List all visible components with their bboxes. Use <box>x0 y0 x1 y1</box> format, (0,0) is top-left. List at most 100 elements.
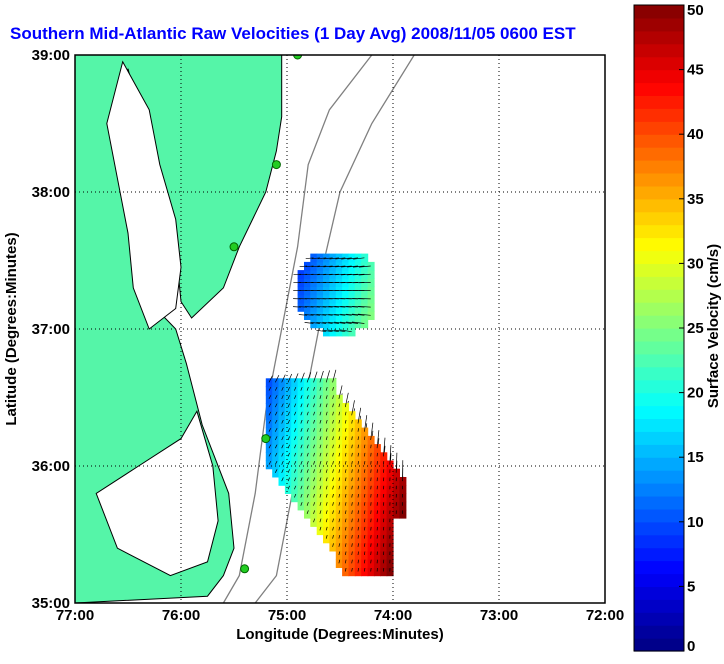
velocity-cell <box>279 452 286 461</box>
velocity-cell <box>323 411 330 420</box>
velocity-cell <box>310 502 317 511</box>
velocity-cell <box>317 411 324 420</box>
colorbar-segment <box>634 18 684 32</box>
colorbar-segment <box>634 586 684 600</box>
velocity-cell <box>285 411 292 420</box>
velocity-cell <box>399 493 406 502</box>
x-tick-label: 73:00 <box>480 607 518 624</box>
colorbar-segment <box>634 44 684 58</box>
velocity-cell <box>279 395 286 404</box>
velocity-cell <box>317 485 324 494</box>
velocity-cell <box>304 452 311 461</box>
colorbar-segment <box>634 393 684 407</box>
velocity-cell <box>399 485 406 494</box>
velocity-cell <box>304 403 311 412</box>
colorbar-tick-label: 0 <box>687 638 695 655</box>
velocity-cell <box>291 469 298 478</box>
velocity-cell <box>298 502 305 511</box>
velocity-cell <box>304 477 311 486</box>
velocity-cell <box>323 493 330 502</box>
colorbar-segment <box>634 470 684 484</box>
velocity-cell <box>329 303 336 312</box>
velocity-cell <box>291 444 298 453</box>
velocity-cell <box>310 378 317 387</box>
velocity-cell <box>266 403 273 412</box>
colorbar-segment <box>634 186 684 200</box>
colorbar-tick-label: 40 <box>687 126 704 143</box>
velocity-cell <box>291 436 298 445</box>
velocity-cell <box>279 428 286 437</box>
colorbar-segment <box>634 31 684 45</box>
velocity-cell <box>329 428 336 437</box>
velocity-cell <box>342 303 349 312</box>
velocity-cell <box>399 477 406 486</box>
velocity-cell <box>266 452 273 461</box>
velocity-cell <box>310 469 317 478</box>
velocity-cell <box>279 403 286 412</box>
velocity-cell <box>329 461 336 470</box>
colorbar-segment <box>634 367 684 381</box>
velocity-cell <box>266 461 273 470</box>
velocity-cell <box>291 493 298 502</box>
colorbar-tick-label: 45 <box>687 62 704 79</box>
velocity-cell <box>329 419 336 428</box>
velocity-cell <box>285 477 292 486</box>
velocity-cell <box>291 461 298 470</box>
velocity-cell <box>291 428 298 437</box>
velocity-cell <box>285 387 292 396</box>
colorbar-segment <box>634 406 684 420</box>
velocity-cell <box>298 303 305 312</box>
colorbar-tick-label: 30 <box>687 255 704 272</box>
velocity-cell <box>304 461 311 470</box>
velocity-cell <box>266 419 273 428</box>
colorbar-segment <box>634 599 684 613</box>
y-tick-label: 37:00 <box>32 321 70 338</box>
velocity-cell <box>272 469 279 478</box>
velocity-cell <box>285 469 292 478</box>
velocity-cell <box>304 436 311 445</box>
velocity-cell <box>342 311 349 320</box>
x-axis-label: Longitude (Degrees:Minutes) <box>236 626 444 643</box>
velocity-cell <box>323 469 330 478</box>
colorbar-segment <box>634 225 684 239</box>
colorbar-segment <box>634 548 684 562</box>
velocity-cell <box>291 411 298 420</box>
velocity-cell <box>310 461 317 470</box>
y-tick-label: 39:00 <box>32 47 70 64</box>
velocity-cell <box>272 461 279 470</box>
hf-radar-station <box>262 435 270 443</box>
velocity-cell <box>304 485 311 494</box>
colorbar-segment <box>634 315 684 329</box>
velocity-cell <box>355 303 362 312</box>
velocity-cell <box>329 395 336 404</box>
velocity-cell <box>329 452 336 461</box>
velocity-cell <box>317 436 324 445</box>
velocity-cell <box>285 395 292 404</box>
velocity-cell <box>310 395 317 404</box>
colorbar-segment <box>634 444 684 458</box>
velocity-cell <box>304 510 311 519</box>
velocity-cell <box>399 502 406 511</box>
velocity-cell <box>310 444 317 453</box>
velocity-cell <box>279 411 286 420</box>
hf-radar-station <box>272 161 280 169</box>
velocity-cell <box>304 378 311 387</box>
colorbar-tick-label: 5 <box>687 578 695 595</box>
velocity-cell <box>298 428 305 437</box>
velocity-cell <box>304 387 311 396</box>
colorbar-segment <box>634 83 684 97</box>
colorbar-tick-label: 25 <box>687 320 704 337</box>
colorbar-segment <box>634 160 684 174</box>
colorbar-segment <box>634 173 684 187</box>
colorbar-segment <box>634 147 684 161</box>
velocity-cell <box>285 461 292 470</box>
x-tick-label: 72:00 <box>586 607 624 624</box>
velocity-cell <box>342 319 349 328</box>
colorbar-segment <box>634 457 684 471</box>
velocity-cell <box>304 502 311 511</box>
velocity-cell <box>298 477 305 486</box>
velocity-cell <box>317 452 324 461</box>
velocity-cell <box>310 387 317 396</box>
y-axis-label: Latitude (Degrees:Minutes) <box>3 232 20 425</box>
velocity-cell <box>329 502 336 511</box>
